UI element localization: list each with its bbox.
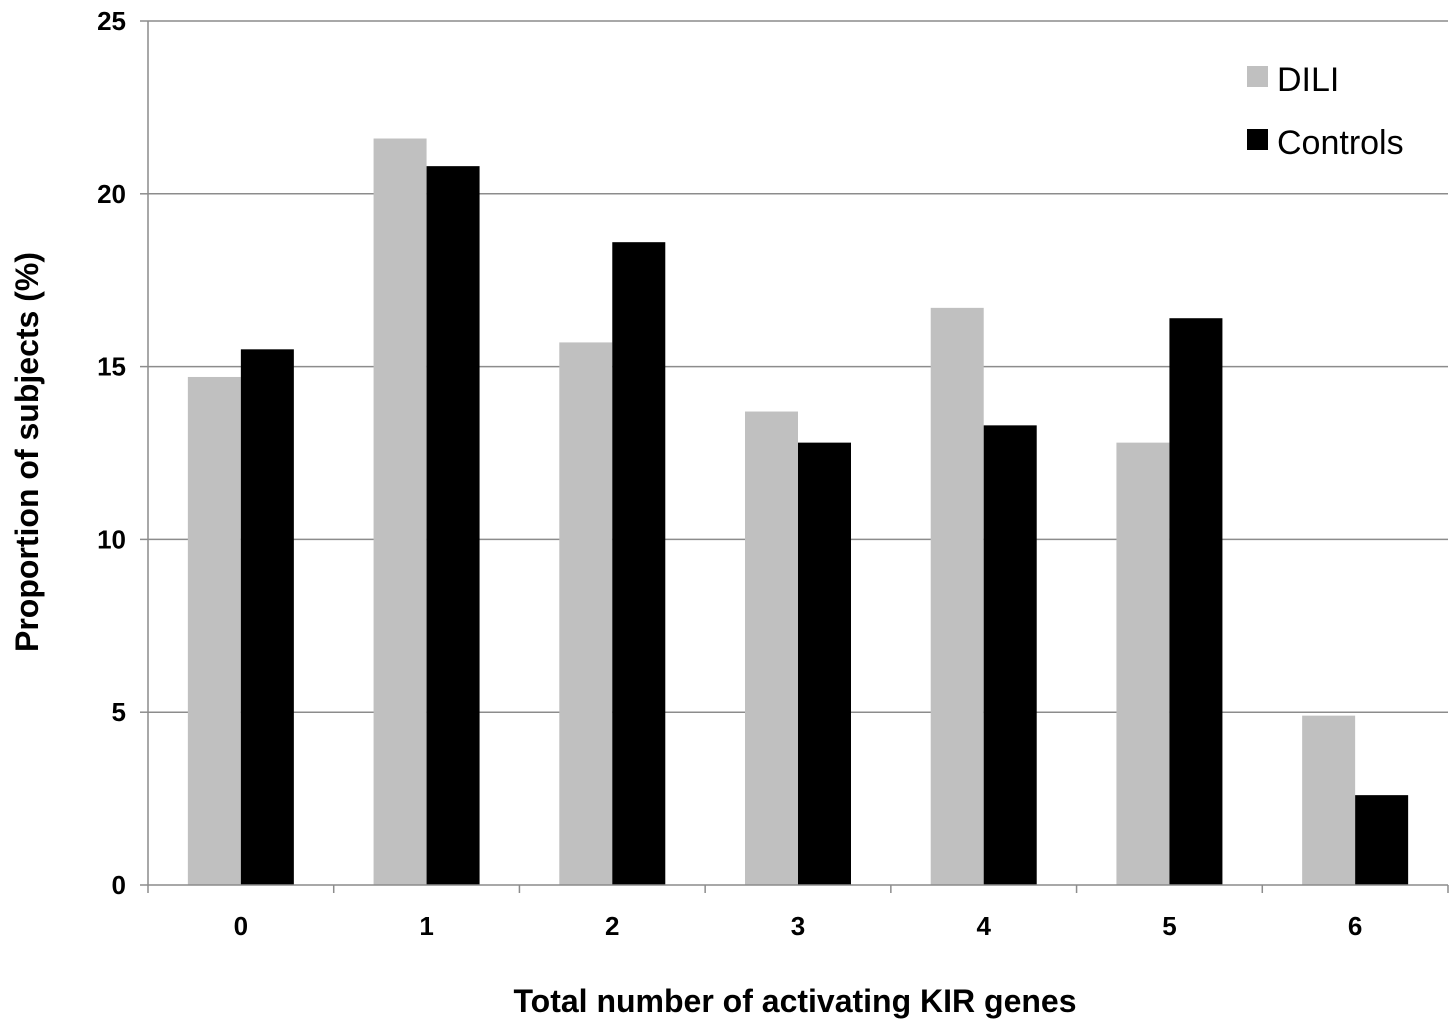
bar-controls-4 [983, 425, 1037, 885]
x-tick-label: 3 [791, 911, 805, 941]
x-tick-label: 5 [1162, 911, 1176, 941]
legend-swatch-dili [1247, 66, 1268, 87]
bar-controls-3 [798, 442, 851, 885]
bar-controls-6 [1355, 795, 1409, 885]
y-tick-label: 10 [97, 524, 126, 554]
y-axis-title: Proportion of subjects (%) [9, 252, 45, 652]
bar-dili-2 [559, 342, 613, 886]
axes [147, 21, 1449, 893]
bar-controls-0 [240, 349, 294, 885]
x-tick-label: 1 [419, 911, 433, 941]
bar-dili-6 [1302, 715, 1356, 885]
bar-controls-2 [612, 242, 666, 885]
y-tick-label: 15 [97, 352, 126, 382]
y-tick-label: 25 [97, 6, 126, 36]
bars [187, 138, 1409, 886]
y-tick-labels: 0 5 10 15 20 25 [97, 6, 126, 900]
bar-dili-5 [1116, 442, 1170, 885]
bar-controls-5 [1169, 318, 1223, 885]
x-tick-label: 4 [976, 911, 991, 941]
legend-swatch-controls [1247, 129, 1268, 150]
bar-controls-1 [426, 166, 480, 886]
y-tick-label: 20 [97, 179, 126, 209]
bar-dili-3 [745, 411, 798, 885]
y-tick-label: 0 [112, 870, 126, 900]
x-tick-label: 0 [234, 911, 248, 941]
x-tick-labels: 0 1 2 3 4 5 6 [234, 911, 1363, 941]
legend-label-dili: DILI [1277, 61, 1339, 99]
bar-dili-1 [373, 138, 427, 885]
legend-label-controls: Controls [1277, 124, 1404, 162]
y-tick-label: 5 [112, 697, 126, 727]
legend: DILI Controls [1247, 61, 1404, 162]
bar-dili-0 [187, 376, 241, 885]
x-tick-label: 2 [605, 911, 619, 941]
gridlines [140, 20, 1448, 886]
x-axis-title: Total number of activating KIR genes [513, 983, 1076, 1019]
x-tick-label: 6 [1348, 911, 1362, 941]
bar-dili-4 [930, 307, 984, 885]
